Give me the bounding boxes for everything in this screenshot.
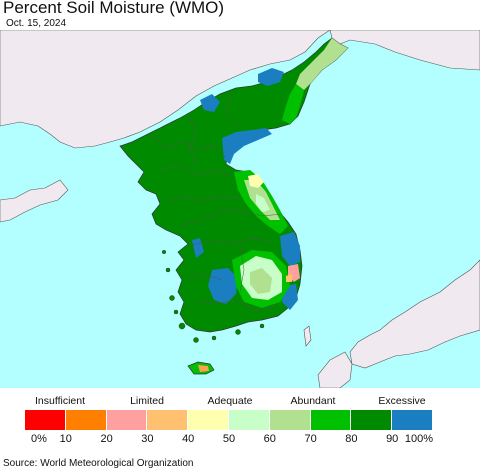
legend-tick-10: 100% <box>404 433 434 445</box>
legend-swatch-7 <box>310 410 352 430</box>
zone-blue-east-coast-north <box>222 128 272 164</box>
zone-blue-north <box>258 68 284 86</box>
zone-blue-east-coast-south <box>280 232 300 266</box>
zone-blue-west <box>192 238 204 258</box>
zone-blue-northwest <box>200 94 220 112</box>
zone-excessive-light-northeast <box>282 84 304 124</box>
legend-tick-4: 40 <box>182 433 195 445</box>
legend: Insufficient Limited Adequate Abundant Exces… <box>0 389 480 447</box>
legend-tick-8: 80 <box>345 433 358 445</box>
zone-abundant-south <box>250 268 272 294</box>
legend-category-4: Excessive <box>378 395 426 407</box>
jeju-dry-zone <box>198 365 209 372</box>
zone-abundant-northeast <box>296 38 348 90</box>
legend-swatch-2 <box>106 410 148 430</box>
southwest-islands <box>161 249 265 343</box>
source-label: Source: World Meteorological Organizatio… <box>3 458 194 469</box>
legend-category-3: Abundant <box>290 395 336 407</box>
soil-moisture-map <box>0 30 480 388</box>
legend-tick-9: 90 <box>386 433 399 445</box>
legend-swatch-5 <box>229 410 270 430</box>
legend-swatch-3 <box>147 410 189 430</box>
legend-swatch-9 <box>392 410 433 430</box>
legend-swatch-8 <box>351 410 393 430</box>
legend-swatch-1 <box>65 410 107 430</box>
china-coast-southwest <box>0 179 69 223</box>
japan-kyushu <box>317 351 353 388</box>
china-land <box>0 30 331 149</box>
legend-tick-2: 20 <box>100 433 113 445</box>
legend-tick-5: 50 <box>222 433 236 445</box>
zone-blue-southwest <box>208 268 238 304</box>
date-label: Oct. 15, 2024 <box>6 18 67 29</box>
legend-tick-1: 10 <box>59 433 72 445</box>
zone-wet-east <box>256 194 270 212</box>
zone-adequate-east <box>248 174 264 188</box>
legend-tick-0: 0% <box>31 433 47 445</box>
page-title: Percent Soil Moisture (WMO) <box>3 0 225 17</box>
legend-swatch-0 <box>25 410 66 430</box>
japan-land <box>349 259 480 369</box>
legend-category-2: Adequate <box>207 395 253 407</box>
legend-swatch-4 <box>188 410 229 430</box>
admin-boundaries <box>149 93 283 311</box>
legend-tick-7: 70 <box>304 433 317 445</box>
legend-tick-6: 60 <box>263 433 276 445</box>
legend-category-1: Limited <box>130 395 164 407</box>
legend-tick-3: 30 <box>141 433 154 445</box>
legend-swatch-6 <box>269 410 311 430</box>
zone-moderate-southeast <box>286 274 292 282</box>
tsushima-island <box>303 325 312 347</box>
legend-category-0: Insufficient <box>34 395 86 407</box>
